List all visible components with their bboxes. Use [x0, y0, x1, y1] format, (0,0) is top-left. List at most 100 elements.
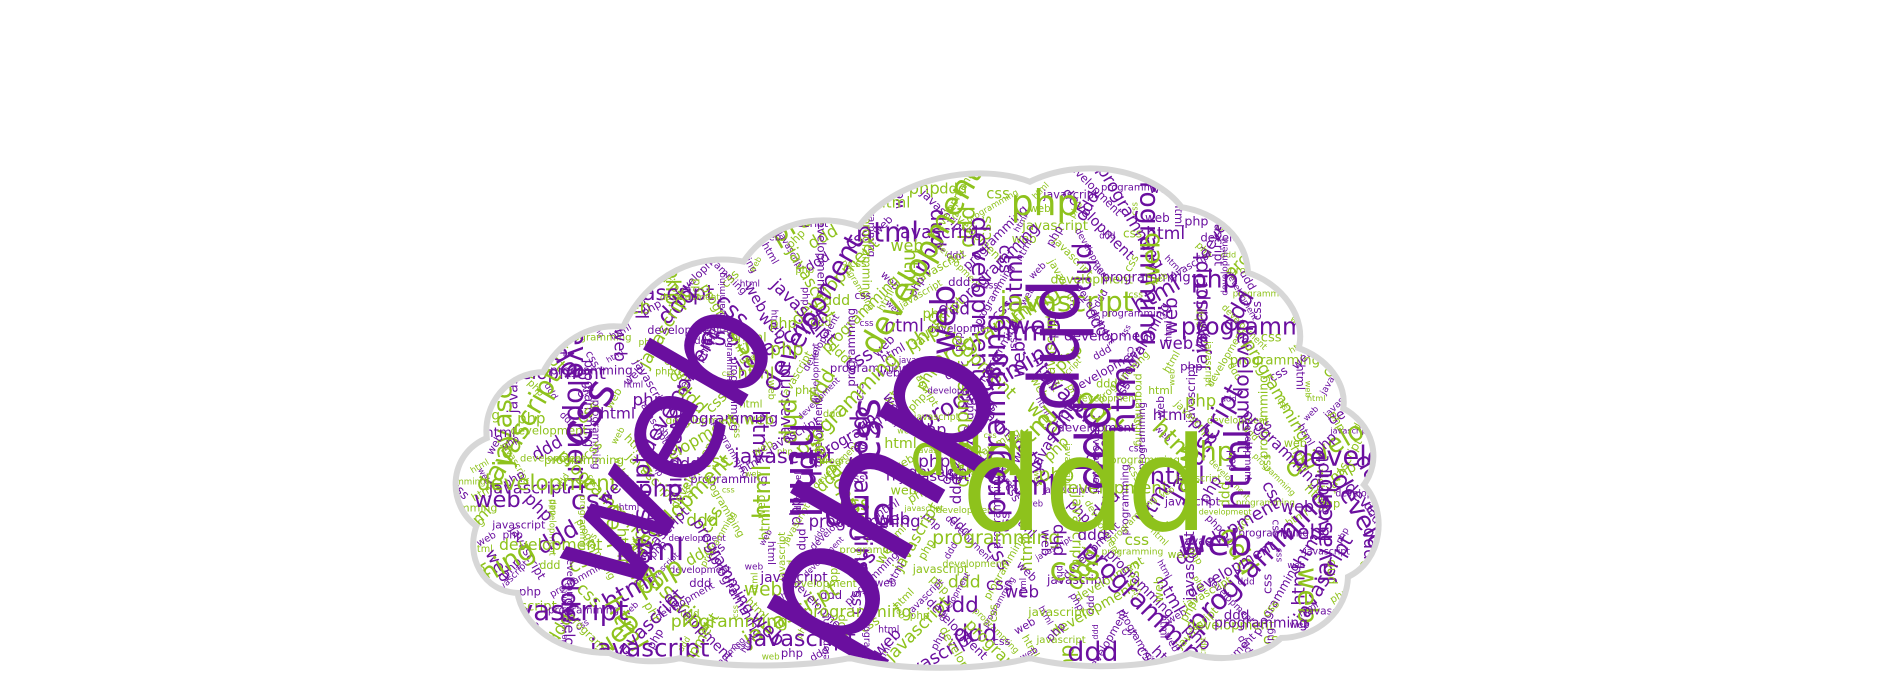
cloud-word: php — [1191, 265, 1238, 294]
cloud-word: html — [886, 466, 921, 484]
cloud-word: css — [1273, 548, 1283, 563]
cloud-word: development — [650, 233, 716, 244]
cloud-word: javascript — [1021, 218, 1088, 234]
cloud-word: programming — [1265, 628, 1277, 698]
cloud-word: css — [573, 195, 595, 219]
cloud-word: css — [452, 399, 467, 415]
cloud-word: php — [781, 646, 803, 660]
cloud-word: development — [1373, 193, 1383, 253]
cloud-word: html — [476, 264, 495, 300]
cloud-word: html — [758, 509, 774, 540]
cloud-word: development — [908, 463, 1006, 481]
cloud-word: programming — [422, 265, 483, 326]
cloud-word: web — [1145, 211, 1170, 225]
cloud-word: ddd — [554, 201, 575, 222]
cloud-word: javascript — [899, 469, 970, 485]
cloud-word: programming — [849, 415, 877, 577]
cloud-word: javascript — [1312, 470, 1338, 583]
cloud-word: development — [787, 578, 856, 590]
cloud-word: ddd — [1099, 232, 1115, 242]
cloud-word: development — [950, 360, 973, 488]
cloud-word: javascript — [1341, 595, 1366, 700]
cloud-word: web — [600, 504, 625, 549]
cloud-word: ddd — [668, 230, 717, 260]
cloud-word: ddd — [1360, 596, 1370, 612]
cloud-word: programming — [590, 400, 602, 470]
cloud-word: programming — [423, 502, 498, 515]
cloud-word: html — [768, 310, 778, 330]
cloud-word: css — [850, 257, 867, 270]
cloud-word: web — [1137, 232, 1167, 286]
cloud-word: css — [443, 605, 467, 627]
cloud-word: web — [476, 619, 513, 639]
cloud-word: programming — [563, 332, 632, 343]
cloud-word: php — [1333, 234, 1354, 247]
cloud-word: ddd — [966, 444, 986, 477]
cloud-word: programming — [724, 329, 734, 387]
cloud-word: development — [1221, 237, 1231, 296]
cloud-word: programming — [1133, 373, 1146, 446]
cloud-word: ddd — [539, 652, 562, 666]
cloud-word: javascript — [894, 223, 981, 243]
cloud-word: html — [485, 426, 516, 441]
cloud-word: php — [916, 420, 946, 439]
cloud-word: development — [927, 323, 997, 335]
cloud-word: php — [1054, 565, 1065, 583]
cloud-word: html — [483, 216, 503, 240]
cloud-word: programming — [427, 478, 486, 488]
cloud-word: php — [519, 585, 541, 599]
cloud-word: programming — [553, 254, 625, 303]
cloud-word: javascript — [491, 518, 546, 531]
cloud-word: web — [613, 457, 623, 474]
cloud-word: css — [436, 639, 455, 653]
cloud-word: html — [765, 541, 777, 565]
cloud-word: javascript — [665, 400, 690, 504]
cloud-word: development — [1353, 256, 1373, 373]
cloud-word: javascript — [1180, 534, 1239, 548]
cloud-word: web — [481, 222, 503, 248]
cloud-word: programming — [1102, 271, 1191, 286]
cloud-word: web — [610, 328, 629, 362]
cloud-word: html — [609, 230, 629, 240]
cloud-word: development — [1340, 605, 1412, 677]
cloud-word: ddd — [938, 299, 970, 319]
cloud-word: php — [638, 338, 656, 348]
cloud-word: programming — [1134, 164, 1165, 346]
cloud-word: php — [517, 294, 530, 315]
cloud-word: javascript — [903, 504, 943, 513]
cloud-word: javascript — [803, 168, 814, 218]
cloud-word: web — [890, 236, 923, 255]
cloud-word: css — [1124, 346, 1137, 364]
cloud-word: programming — [581, 360, 596, 448]
cloud-word: javascript — [733, 444, 834, 468]
cloud-word: development — [1050, 272, 1133, 287]
cloud-word: ddd — [546, 292, 556, 307]
cloud-word: development — [477, 471, 618, 496]
cloud-word: development — [660, 293, 720, 303]
cloud-word: programming — [544, 453, 624, 467]
cloud-word-medium: html — [1218, 429, 1259, 511]
cloud-word: css — [1136, 503, 1149, 513]
cloud-word: web — [1314, 469, 1327, 492]
cloud-word: php — [794, 453, 824, 503]
cloud-word: development — [564, 553, 575, 616]
cloud-word: web — [877, 365, 901, 379]
cloud-word: javascript — [513, 168, 544, 212]
cloud-word: web — [626, 181, 640, 206]
cloud-word: php — [1185, 392, 1216, 411]
cloud-word: html — [748, 465, 776, 519]
cloud-word: programming — [444, 518, 461, 617]
cloud-word: programming — [435, 581, 454, 688]
cloud-word: css — [701, 322, 740, 351]
cloud-word: programming — [388, 307, 493, 461]
cloud-word: web — [1304, 381, 1314, 398]
cloud-word: css — [590, 293, 606, 308]
cloud-word: html — [1146, 224, 1185, 244]
cloud-word: html — [1299, 245, 1324, 266]
cloud-word: ddd — [549, 499, 559, 516]
cloud-word: css — [427, 233, 459, 265]
cloud-word: development — [1057, 421, 1136, 435]
cloud-word: css — [583, 232, 593, 246]
cloud-word: css — [986, 574, 1013, 594]
cloud-word: html — [1148, 384, 1173, 397]
